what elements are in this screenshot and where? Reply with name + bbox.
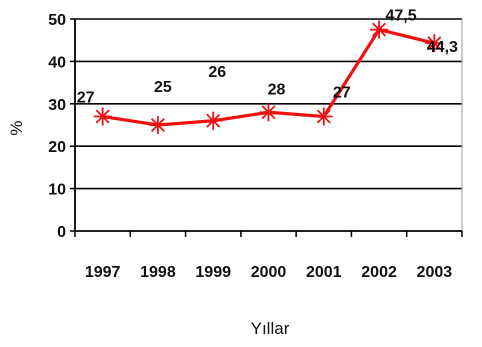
data-labels: 27 25 26 28 27 47,5 44,3 bbox=[77, 8, 458, 107]
data-point-marker bbox=[259, 103, 278, 122]
y-tick-label: 30 bbox=[48, 97, 66, 114]
data-label: 27 bbox=[333, 85, 351, 102]
data-label: 26 bbox=[208, 64, 226, 81]
x-axis-title: Yıllar bbox=[251, 319, 290, 338]
y-axis-ticks: 0 10 20 30 40 50 bbox=[48, 12, 75, 241]
data-point-marker bbox=[314, 107, 333, 126]
data-label: 47,5 bbox=[386, 8, 417, 25]
x-tick-label: 2001 bbox=[306, 264, 342, 281]
x-tick-label: 1999 bbox=[195, 264, 231, 281]
x-tick-label: 2002 bbox=[361, 264, 397, 281]
x-tick-label: 2000 bbox=[251, 264, 287, 281]
data-point-marker bbox=[148, 116, 167, 134]
x-tick-label: 1997 bbox=[85, 264, 121, 281]
x-tick-label: 1998 bbox=[140, 264, 176, 281]
y-tick-label: 0 bbox=[57, 224, 66, 241]
data-point-marker bbox=[425, 34, 444, 53]
series-group bbox=[93, 20, 444, 134]
data-label: 28 bbox=[268, 81, 286, 98]
data-label: 44,3 bbox=[427, 39, 458, 56]
x-tick-label: 2003 bbox=[417, 264, 453, 281]
data-label: 27 bbox=[77, 90, 95, 107]
y-tick-label: 10 bbox=[48, 182, 66, 199]
y-axis-title: % bbox=[7, 120, 26, 135]
y-tick-label: 40 bbox=[48, 54, 66, 71]
data-point-marker bbox=[93, 107, 112, 126]
data-label: 25 bbox=[154, 79, 172, 96]
data-point-marker bbox=[204, 111, 223, 130]
x-axis-ticks: 1997 1998 1999 2000 2001 2002 2003 bbox=[74, 231, 463, 281]
gridlines bbox=[74, 18, 463, 232]
y-tick-label: 50 bbox=[48, 12, 66, 29]
y-tick-label: 20 bbox=[48, 139, 66, 156]
data-point-marker bbox=[370, 20, 389, 39]
